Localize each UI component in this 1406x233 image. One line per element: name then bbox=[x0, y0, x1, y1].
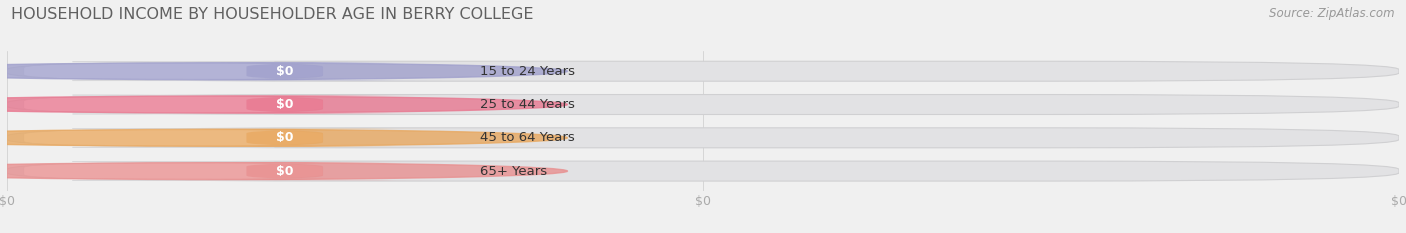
FancyBboxPatch shape bbox=[24, 62, 323, 81]
FancyBboxPatch shape bbox=[24, 95, 323, 114]
Text: 15 to 24 Years: 15 to 24 Years bbox=[479, 65, 575, 78]
FancyBboxPatch shape bbox=[7, 128, 1399, 148]
FancyBboxPatch shape bbox=[7, 61, 1399, 81]
Circle shape bbox=[0, 163, 568, 179]
Text: 65+ Years: 65+ Years bbox=[479, 164, 547, 178]
FancyBboxPatch shape bbox=[128, 62, 441, 80]
Circle shape bbox=[0, 129, 568, 146]
Text: Source: ZipAtlas.com: Source: ZipAtlas.com bbox=[1270, 7, 1395, 20]
FancyBboxPatch shape bbox=[7, 161, 1399, 181]
Text: 25 to 44 Years: 25 to 44 Years bbox=[479, 98, 575, 111]
Text: $0: $0 bbox=[276, 65, 294, 78]
Circle shape bbox=[0, 96, 568, 113]
FancyBboxPatch shape bbox=[7, 95, 1399, 114]
Text: 45 to 64 Years: 45 to 64 Years bbox=[479, 131, 575, 144]
Text: $0: $0 bbox=[276, 98, 294, 111]
Text: $0: $0 bbox=[276, 164, 294, 178]
FancyBboxPatch shape bbox=[24, 128, 323, 147]
Text: HOUSEHOLD INCOME BY HOUSEHOLDER AGE IN BERRY COLLEGE: HOUSEHOLD INCOME BY HOUSEHOLDER AGE IN B… bbox=[11, 7, 534, 22]
Text: $0: $0 bbox=[276, 131, 294, 144]
FancyBboxPatch shape bbox=[128, 129, 441, 147]
FancyBboxPatch shape bbox=[128, 95, 441, 114]
FancyBboxPatch shape bbox=[128, 162, 441, 180]
Circle shape bbox=[0, 63, 568, 80]
FancyBboxPatch shape bbox=[24, 162, 323, 181]
